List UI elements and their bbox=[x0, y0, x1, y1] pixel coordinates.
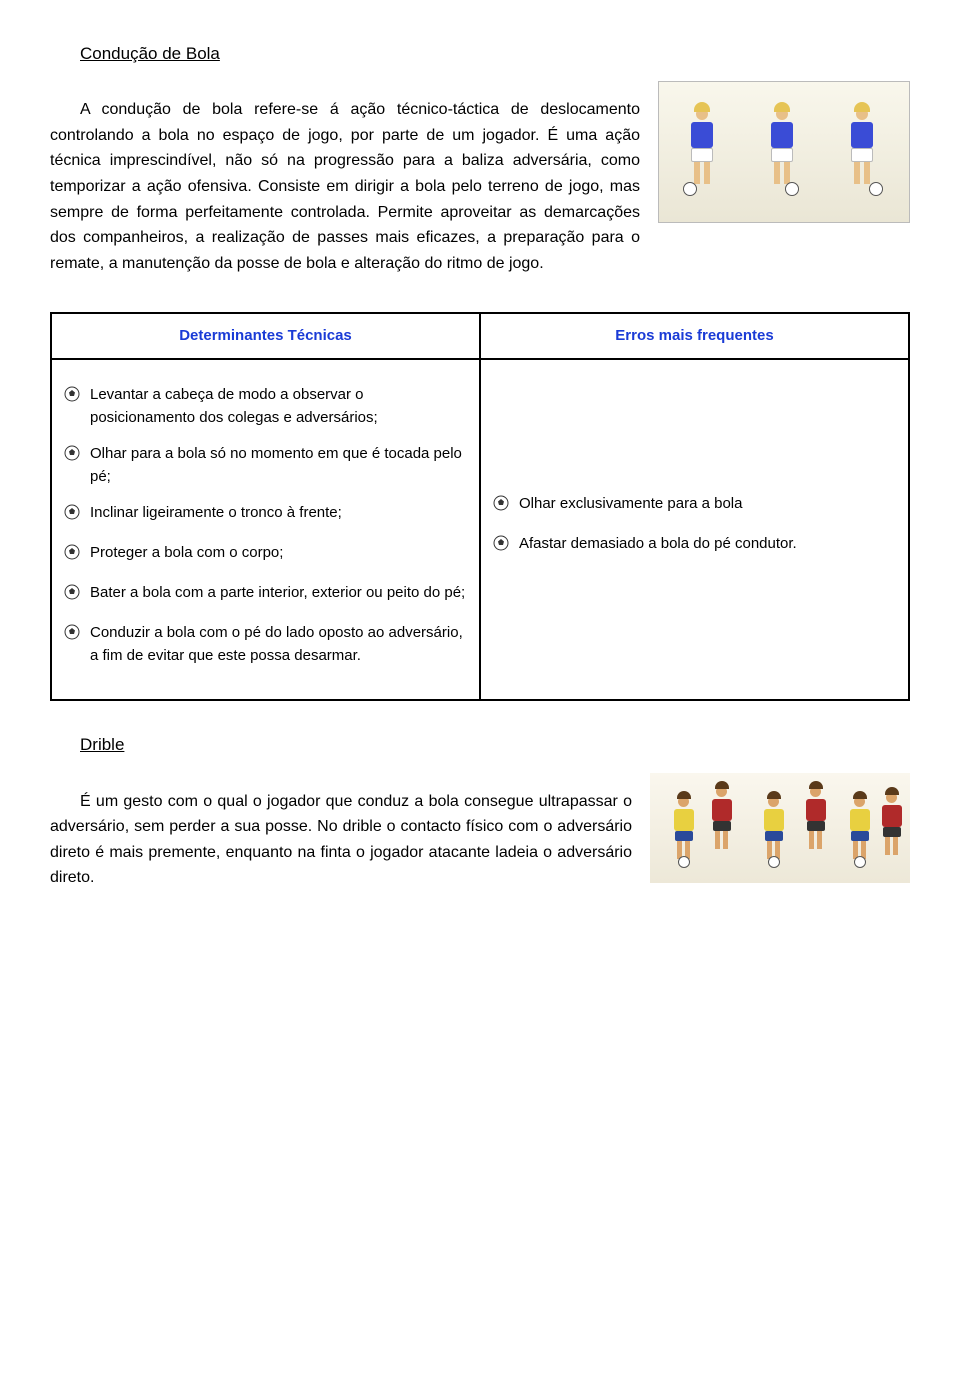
soccer-ball-icon bbox=[493, 535, 509, 559]
soccer-ball-icon bbox=[64, 544, 80, 568]
list-item: Afastar demasiado a bola do pé condutor. bbox=[493, 533, 896, 559]
list-item-text: Olhar para a bola só no momento em que é… bbox=[90, 443, 467, 488]
list-item: Inclinar ligeiramente o tronco à frente; bbox=[64, 502, 467, 528]
table-header-right: Erros mais frequentes bbox=[480, 313, 909, 359]
table-cell-left: Levantar a cabeça de modo a observar o p… bbox=[51, 359, 480, 700]
section1-body: A condução de bola refere-se á ação técn… bbox=[50, 81, 910, 288]
soccer-ball-icon bbox=[64, 445, 80, 469]
list-item: Olhar para a bola só no momento em que é… bbox=[64, 443, 467, 488]
table-header-left: Determinantes Técnicas bbox=[51, 313, 480, 359]
illustration-conducao bbox=[658, 81, 910, 223]
soccer-ball-icon bbox=[64, 584, 80, 608]
list-item-text: Levantar a cabeça de modo a observar o p… bbox=[90, 384, 467, 429]
soccer-ball-icon bbox=[493, 495, 509, 519]
section2-body: É um gesto com o qual o jogador que cond… bbox=[50, 773, 910, 903]
list-item: Proteger a bola com o corpo; bbox=[64, 542, 467, 568]
soccer-ball-icon bbox=[64, 624, 80, 648]
tech-table: Determinantes Técnicas Erros mais freque… bbox=[50, 312, 910, 701]
list-item-text: Conduzir a bola com o pé do lado oposto … bbox=[90, 622, 467, 667]
soccer-ball-icon bbox=[64, 504, 80, 528]
table-cell-right: Olhar exclusivamente para a bola Afastar… bbox=[480, 359, 909, 700]
section-title-conducao: Condução de Bola bbox=[80, 40, 910, 67]
illustration-drible bbox=[650, 773, 910, 883]
list-item: Conduzir a bola com o pé do lado oposto … bbox=[64, 622, 467, 667]
list-item-text: Bater a bola com a parte interior, exter… bbox=[90, 582, 467, 605]
list-item: Olhar exclusivamente para a bola bbox=[493, 493, 896, 519]
list-item-text: Inclinar ligeiramente o tronco à frente; bbox=[90, 502, 467, 525]
list-item: Levantar a cabeça de modo a observar o p… bbox=[64, 384, 467, 429]
list-item-text: Olhar exclusivamente para a bola bbox=[519, 493, 896, 516]
list-item-text: Proteger a bola com o corpo; bbox=[90, 542, 467, 565]
list-item-text: Afastar demasiado a bola do pé condutor. bbox=[519, 533, 896, 556]
section-title-drible: Drible bbox=[80, 731, 910, 758]
soccer-ball-icon bbox=[64, 386, 80, 410]
list-item: Bater a bola com a parte interior, exter… bbox=[64, 582, 467, 608]
